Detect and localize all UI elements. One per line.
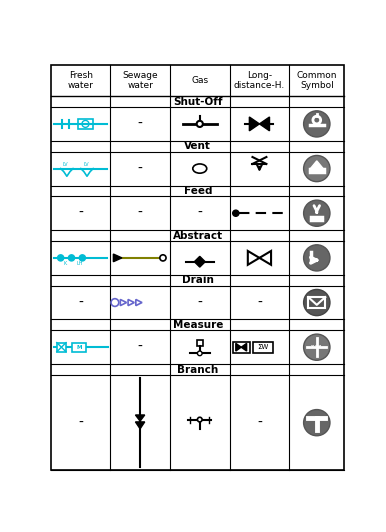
Circle shape [197, 417, 202, 422]
Text: Drain: Drain [182, 275, 214, 285]
Circle shape [304, 334, 330, 360]
Bar [196, 340, 203, 346]
Circle shape [233, 210, 239, 217]
Circle shape [58, 255, 64, 261]
Polygon shape [310, 161, 324, 169]
Polygon shape [135, 422, 145, 429]
Text: Branch: Branch [177, 364, 218, 375]
Circle shape [304, 245, 330, 271]
Circle shape [68, 255, 74, 261]
Text: ΣW: ΣW [257, 344, 269, 350]
Circle shape [79, 255, 85, 261]
Circle shape [304, 111, 330, 137]
Text: Long-
distance-H.: Long- distance-H. [234, 71, 285, 90]
Text: -: - [257, 415, 262, 430]
Text: Feed: Feed [184, 186, 212, 196]
Text: Common
Symbol: Common Symbol [296, 71, 337, 90]
Text: Measure: Measure [173, 320, 223, 330]
Polygon shape [259, 117, 269, 131]
Text: -: - [138, 340, 142, 354]
Text: -: - [138, 206, 142, 220]
Text: Sewage
water: Sewage water [122, 71, 158, 90]
Bar [233, 342, 250, 353]
Bar [308, 297, 325, 308]
Text: LV: LV [63, 162, 69, 167]
Text: LV: LV [83, 162, 89, 167]
Circle shape [304, 200, 330, 226]
Text: Fresh
water: Fresh water [68, 71, 94, 90]
Polygon shape [135, 415, 145, 421]
Polygon shape [236, 343, 241, 351]
Text: M: M [76, 345, 82, 350]
Text: Vent: Vent [185, 141, 211, 151]
Bar [253, 342, 273, 353]
Polygon shape [249, 117, 259, 131]
Text: Shut-Off: Shut-Off [173, 97, 223, 106]
Bar [72, 343, 86, 352]
Text: -: - [197, 296, 202, 310]
Text: -: - [138, 162, 142, 176]
Circle shape [160, 255, 166, 261]
Text: -: - [138, 117, 142, 131]
Circle shape [304, 155, 330, 181]
Bar [78, 119, 93, 129]
Text: -: - [78, 296, 83, 310]
Text: -: - [257, 296, 262, 310]
Text: Gas: Gas [191, 76, 208, 85]
Text: LH: LH [76, 261, 83, 266]
Bar [57, 343, 66, 352]
Text: -: - [78, 206, 83, 220]
Text: K: K [64, 261, 67, 266]
Text: -: - [197, 206, 202, 220]
Text: -: - [78, 415, 83, 430]
Text: Abstract: Abstract [173, 230, 223, 240]
Circle shape [304, 410, 330, 436]
Circle shape [197, 351, 202, 356]
Circle shape [304, 289, 330, 315]
Polygon shape [113, 254, 122, 262]
Text: x.xx: x.xx [311, 344, 322, 349]
Circle shape [196, 121, 203, 127]
Polygon shape [241, 343, 247, 351]
Polygon shape [194, 256, 205, 267]
